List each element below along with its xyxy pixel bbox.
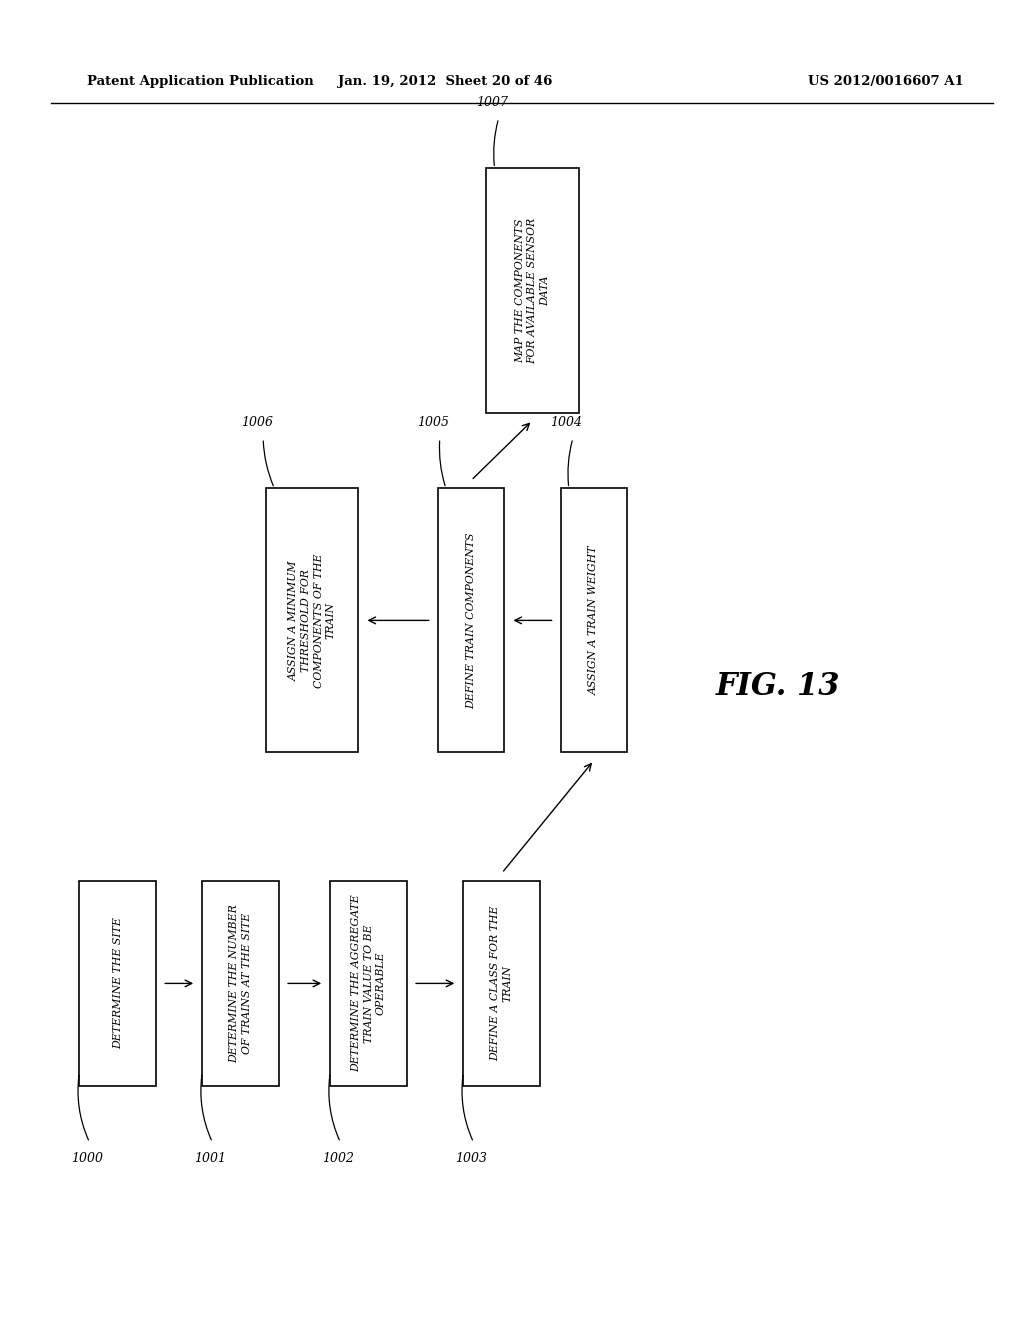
Text: 1006: 1006: [241, 416, 272, 429]
Text: 1001: 1001: [194, 1152, 226, 1164]
Bar: [330, 882, 408, 1085]
Text: DETERMINE THE AGGREGATE
TRAIN VALUE TO BE
OPERABLE: DETERMINE THE AGGREGATE TRAIN VALUE TO B…: [351, 895, 386, 1072]
Text: Jan. 19, 2012  Sheet 20 of 46: Jan. 19, 2012 Sheet 20 of 46: [338, 75, 553, 88]
Text: 1004: 1004: [551, 416, 583, 429]
Text: 1000: 1000: [72, 1152, 103, 1164]
Bar: [561, 488, 627, 752]
Text: 1007: 1007: [476, 96, 508, 108]
Text: DETERMINE THE NUMBER
OF TRAINS AT THE SITE: DETERMINE THE NUMBER OF TRAINS AT THE SI…: [229, 904, 252, 1063]
Bar: [266, 488, 358, 752]
Text: ASSIGN A MINIMUM
THRESHOLD FOR
COMPONENTS OF THE
TRAIN: ASSIGN A MINIMUM THRESHOLD FOR COMPONENT…: [289, 553, 336, 688]
Text: MAP THE COMPONENTS
FOR AVAILABLE SENSOR
DATA: MAP THE COMPONENTS FOR AVAILABLE SENSOR …: [515, 218, 550, 363]
Text: US 2012/0016607 A1: US 2012/0016607 A1: [808, 75, 964, 88]
Text: 1002: 1002: [322, 1152, 354, 1164]
Text: DETERMINE THE SITE: DETERMINE THE SITE: [113, 917, 123, 1049]
Text: 1005: 1005: [418, 416, 450, 429]
Bar: [202, 882, 279, 1085]
Text: DEFINE TRAIN COMPONENTS: DEFINE TRAIN COMPONENTS: [466, 532, 476, 709]
Bar: [486, 168, 579, 412]
Bar: [463, 882, 541, 1085]
Bar: [80, 882, 157, 1085]
Text: FIG. 13: FIG. 13: [716, 671, 841, 702]
Text: 1003: 1003: [455, 1152, 487, 1164]
Text: DEFINE A CLASS FOR THE
TRAIN: DEFINE A CLASS FOR THE TRAIN: [490, 906, 513, 1061]
Bar: [438, 488, 504, 752]
Text: ASSIGN A TRAIN WEIGHT: ASSIGN A TRAIN WEIGHT: [589, 545, 599, 696]
Text: Patent Application Publication: Patent Application Publication: [87, 75, 313, 88]
